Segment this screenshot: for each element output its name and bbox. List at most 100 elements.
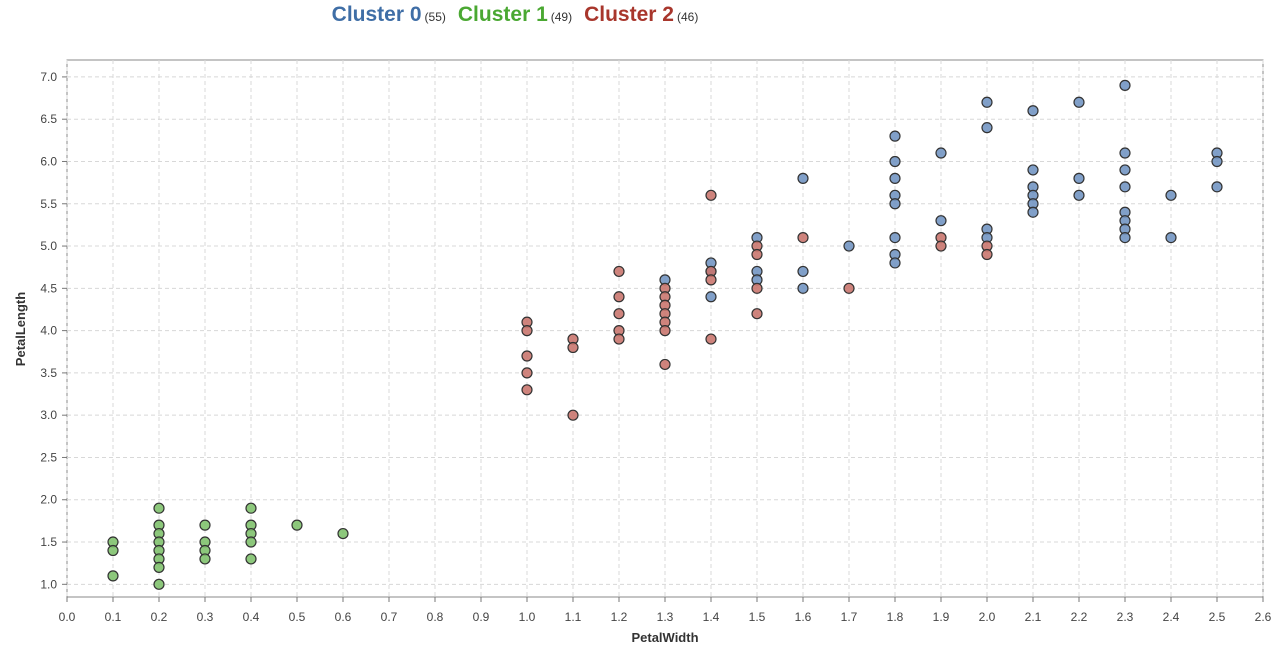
- point-cluster-0: [1211, 181, 1223, 193]
- point-cluster-1: [153, 502, 165, 514]
- point-cluster-0: [1073, 172, 1085, 184]
- point-cluster-0: [889, 198, 901, 210]
- point-cluster-2: [935, 240, 947, 252]
- point-cluster-1: [107, 544, 119, 557]
- legend-count: (46): [676, 10, 699, 24]
- point-cluster-2: [613, 308, 625, 320]
- x-tick-label: 2.0: [979, 610, 996, 624]
- x-tick-label: 2.3: [1117, 610, 1134, 624]
- x-tick-label: 0.6: [335, 610, 352, 624]
- point-cluster-2: [521, 384, 533, 396]
- point-cluster-0: [1119, 147, 1131, 159]
- point-cluster-0: [705, 291, 717, 303]
- x-tick-label: 0.9: [473, 610, 490, 624]
- point-cluster-1: [199, 553, 211, 565]
- x-tick-label: 1.3: [657, 610, 674, 624]
- point-cluster-0: [889, 130, 901, 142]
- x-tick-label: 0.8: [427, 610, 444, 624]
- x-tick-label: 2.2: [1071, 610, 1088, 624]
- point-cluster-0: [797, 282, 809, 294]
- point-cluster-0: [1027, 105, 1039, 117]
- point-cluster-2: [705, 274, 717, 286]
- legend-label: Cluster 2: [584, 3, 674, 26]
- point-cluster-2: [751, 282, 763, 294]
- y-tick-label: 3.0: [40, 408, 57, 422]
- x-tick-label: 0.2: [151, 610, 168, 624]
- point-cluster-0: [1119, 79, 1131, 91]
- y-tick-label: 5.5: [40, 197, 57, 211]
- x-tick-label: 0.0: [59, 610, 76, 624]
- x-tick-label: 2.6: [1255, 610, 1272, 624]
- point-cluster-0: [1027, 164, 1039, 176]
- point-cluster-0: [981, 96, 993, 108]
- point-cluster-0: [1073, 96, 1085, 108]
- legend-count: (55): [424, 10, 446, 24]
- y-tick-label: 2.5: [40, 450, 57, 464]
- x-tick-label: 1.9: [933, 610, 950, 624]
- data-points: [107, 79, 1223, 590]
- point-cluster-2: [567, 409, 579, 421]
- point-cluster-2: [659, 325, 671, 337]
- point-cluster-0: [797, 172, 809, 184]
- x-tick-label: 1.4: [703, 610, 720, 624]
- x-tick-label: 1.7: [841, 610, 858, 624]
- point-cluster-2: [981, 248, 993, 261]
- point-cluster-0: [889, 257, 901, 269]
- legend-item-cluster-2: Cluster 2 (46): [584, 3, 698, 27]
- point-cluster-1: [153, 561, 165, 574]
- legend-count: (49): [550, 10, 573, 24]
- y-tick-label: 1.5: [40, 535, 57, 549]
- y-tick-label: 5.0: [40, 239, 57, 253]
- point-cluster-2: [521, 325, 533, 337]
- legend-item-cluster-0: Cluster 0 (55): [332, 3, 446, 27]
- point-cluster-0: [1165, 231, 1177, 244]
- point-cluster-2: [705, 189, 717, 201]
- point-cluster-2: [843, 282, 855, 294]
- point-cluster-2: [751, 248, 763, 261]
- x-tick-label: 0.4: [243, 610, 260, 624]
- point-cluster-0: [1119, 231, 1131, 244]
- point-cluster-2: [705, 333, 717, 345]
- legend-item-cluster-1: Cluster 1 (49): [458, 3, 572, 27]
- x-tick-label: 1.1: [565, 610, 582, 624]
- y-tick-label: 1.0: [40, 577, 57, 591]
- point-cluster-0: [1027, 206, 1039, 218]
- point-cluster-0: [797, 265, 809, 278]
- x-tick-label: 0.5: [289, 610, 306, 624]
- x-tick-label: 1.2: [611, 610, 628, 624]
- x-tick-label: 2.4: [1163, 610, 1180, 624]
- point-cluster-2: [797, 231, 809, 244]
- point-cluster-0: [935, 147, 947, 159]
- x-tick-label: 2.1: [1025, 610, 1042, 624]
- point-cluster-1: [153, 578, 165, 590]
- point-cluster-0: [1119, 181, 1131, 193]
- point-cluster-1: [245, 536, 257, 548]
- x-tick-label: 0.7: [381, 610, 398, 624]
- point-cluster-0: [889, 155, 901, 168]
- y-tick-label: 4.0: [40, 324, 57, 338]
- point-cluster-2: [613, 265, 625, 278]
- legend-label: Cluster 0: [331, 3, 422, 26]
- point-cluster-0: [935, 215, 947, 227]
- point-cluster-2: [613, 333, 625, 345]
- y-tick-label: 6.0: [40, 154, 57, 168]
- point-cluster-0: [1211, 155, 1223, 168]
- y-tick-label: 4.5: [40, 281, 57, 295]
- x-tick-label: 2.5: [1209, 610, 1226, 624]
- point-cluster-0: [889, 231, 901, 244]
- point-cluster-1: [245, 553, 257, 565]
- x-tick-label: 0.3: [197, 610, 214, 624]
- point-cluster-2: [613, 291, 625, 303]
- point-cluster-0: [889, 172, 901, 184]
- point-cluster-1: [245, 502, 257, 514]
- x-tick-label: 1.5: [749, 610, 766, 624]
- y-tick-label: 2.0: [40, 493, 57, 507]
- y-axis-label: PetalLength: [13, 292, 28, 366]
- point-cluster-1: [291, 519, 303, 531]
- point-cluster-2: [751, 308, 763, 320]
- x-tick-label: 0.1: [105, 610, 122, 624]
- x-tick-label: 1.6: [795, 610, 812, 624]
- point-cluster-1: [107, 570, 119, 582]
- y-tick-label: 3.5: [40, 366, 57, 380]
